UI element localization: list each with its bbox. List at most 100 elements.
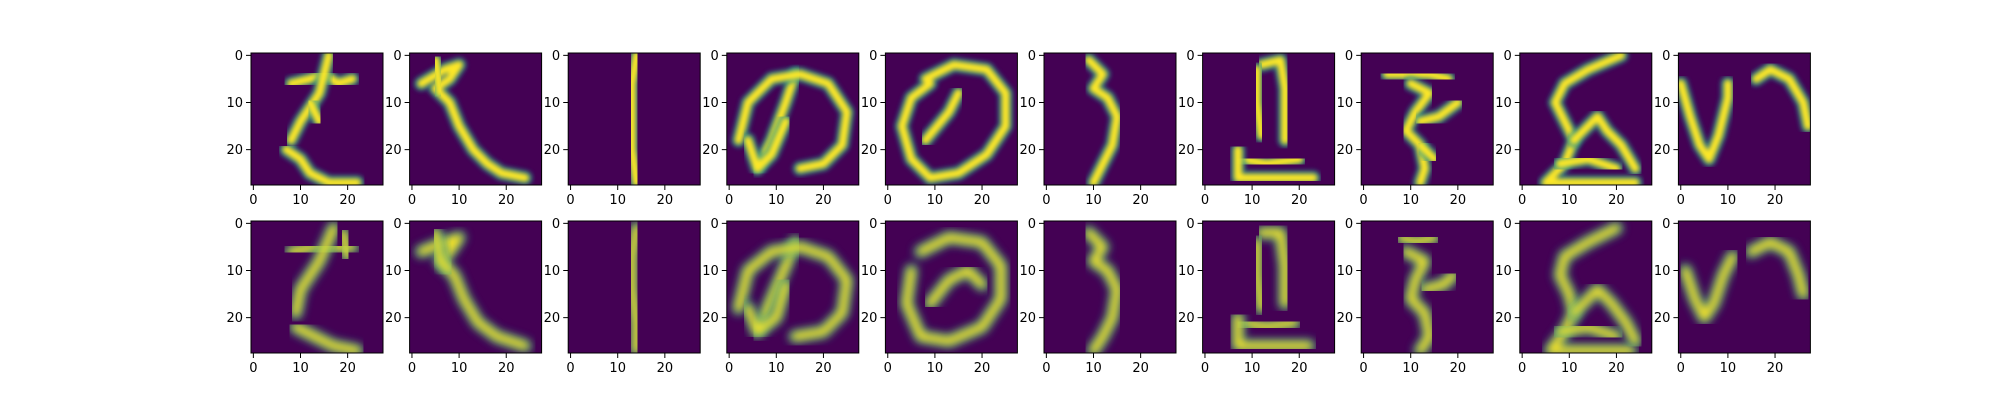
stroke-core [1234, 313, 1313, 350]
image-panel: 0 10 20 0 10 20 [1178, 49, 1336, 208]
image-panel: 0 10 20 0 10 20 [702, 49, 860, 208]
image-panel: 0 10 20 0 10 20 [1654, 217, 1811, 376]
axes-frame [726, 52, 860, 186]
y-tick-label: 20 [702, 143, 719, 158]
axes-frame [1519, 220, 1653, 354]
x-tick-label: 0 [408, 193, 416, 208]
x-tick-label: 20 [1450, 193, 1467, 208]
y-tick-label: 20 [1178, 143, 1195, 158]
x-tick-label: 10 [1085, 193, 1102, 208]
x-tick-label: 20 [1291, 361, 1308, 376]
y-tick-label: 10 [861, 264, 878, 279]
stroke-core [1257, 56, 1290, 145]
y-tick-label: 10 [1337, 96, 1354, 111]
y-tick-label: 10 [1654, 96, 1671, 111]
axes-frame [1677, 52, 1811, 186]
stroke-core [744, 117, 790, 173]
y-tick-label: 10 [544, 96, 561, 111]
panel-grid: 0 10 20 0 10 20 0 10 20 0 10 20 0 10 20 0 10 20 0 10 20 0 10 20… [226, 49, 1811, 376]
image-panel: 0 10 20 0 10 20 [1337, 217, 1494, 376]
y-tick-label: 20 [544, 311, 561, 326]
y-tick-label: 0 [1504, 49, 1512, 64]
stroke-core [431, 228, 454, 275]
y-tick-label: 0 [393, 217, 401, 232]
y-tick-label: 0 [235, 217, 243, 232]
x-tick-label: 10 [927, 361, 944, 376]
y-tick-label: 0 [1345, 217, 1353, 232]
y-tick-label: 20 [702, 311, 719, 326]
y-tick-label: 20 [861, 311, 878, 326]
stroke-core [1402, 79, 1434, 185]
image-panel: 0 10 20 0 10 20 [1495, 217, 1653, 376]
y-tick-label: 0 [552, 49, 560, 64]
y-tick-label: 10 [544, 264, 561, 279]
y-tick-label: 20 [1178, 311, 1195, 326]
y-tick-label: 0 [1662, 217, 1670, 232]
stroke-core [734, 70, 851, 173]
y-tick-label: 0 [711, 49, 719, 64]
x-tick-label: 0 [1042, 193, 1050, 208]
x-tick-label: 20 [498, 361, 515, 376]
stroke-core [1555, 323, 1621, 341]
stroke-core [1383, 70, 1453, 83]
stroke-core [305, 98, 324, 126]
x-tick-label: 0 [884, 361, 892, 376]
axes-frame [1043, 52, 1177, 186]
image-panel: 0 10 20 0 10 20 [702, 217, 860, 376]
x-tick-label: 20 [815, 361, 832, 376]
axes-frame [1202, 52, 1336, 186]
stroke-core [431, 56, 445, 98]
axes-frame [1360, 52, 1494, 186]
y-tick-label: 0 [869, 217, 877, 232]
axes-frame [250, 220, 384, 354]
stroke-core [1238, 155, 1304, 168]
stroke-core [1416, 98, 1462, 126]
stroke-core [1397, 233, 1439, 247]
x-tick-label: 0 [566, 193, 574, 208]
y-tick-label: 20 [1337, 311, 1354, 326]
x-tick-label: 10 [1244, 193, 1261, 208]
axes-frame [567, 220, 701, 354]
stroke-core [1546, 224, 1635, 353]
x-tick-label: 0 [1359, 361, 1367, 376]
stroke-core [1570, 285, 1640, 346]
x-tick-label: 10 [1720, 193, 1737, 208]
y-tick-label: 10 [702, 96, 719, 111]
x-tick-label: 20 [1767, 361, 1784, 376]
stroke-core [902, 233, 1005, 346]
stroke-core [921, 89, 963, 145]
stroke-core [1234, 145, 1318, 182]
x-tick-label: 10 [1561, 193, 1578, 208]
stroke-core [338, 228, 352, 261]
y-tick-label: 10 [1178, 96, 1195, 111]
y-tick-label: 0 [552, 217, 560, 232]
stroke-core [1402, 247, 1434, 353]
y-tick-label: 10 [1019, 96, 1036, 111]
x-tick-label: 20 [1132, 361, 1149, 376]
y-tick-label: 0 [393, 49, 401, 64]
image-panel: 0 10 20 0 10 20 [1019, 217, 1177, 376]
y-tick-label: 10 [226, 264, 243, 279]
y-tick-label: 10 [1019, 264, 1036, 279]
y-tick-label: 10 [385, 264, 402, 279]
stroke-core [1752, 65, 1811, 131]
x-tick-label: 0 [1518, 193, 1526, 208]
y-tick-label: 20 [1495, 143, 1512, 158]
axes-frame [250, 52, 384, 186]
y-tick-label: 0 [1186, 49, 1194, 64]
image-panel: 0 10 20 0 10 20 [226, 49, 384, 208]
x-tick-label: 10 [609, 193, 626, 208]
image-panel: 0 10 20 0 10 20 [1019, 49, 1177, 208]
axes-frame [1677, 220, 1811, 354]
x-tick-label: 20 [1767, 193, 1784, 208]
y-tick-label: 0 [1186, 217, 1194, 232]
y-tick-label: 20 [385, 311, 402, 326]
image-panel: 0 10 20 0 10 20 [385, 49, 543, 208]
axes-frame [1360, 220, 1494, 354]
x-tick-label: 10 [768, 361, 785, 376]
y-tick-label: 20 [1337, 143, 1354, 158]
stroke-core [1570, 112, 1640, 173]
stroke-core [627, 53, 641, 185]
x-tick-label: 0 [725, 193, 733, 208]
y-tick-label: 0 [1504, 217, 1512, 232]
